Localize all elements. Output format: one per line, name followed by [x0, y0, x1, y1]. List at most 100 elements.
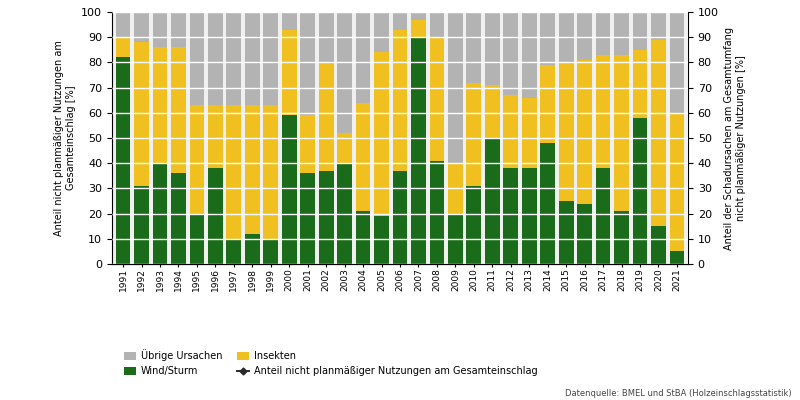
Bar — [558, 12, 574, 62]
Bar — [338, 163, 352, 264]
Bar — [374, 12, 389, 52]
Bar — [245, 234, 260, 264]
Bar — [448, 163, 462, 214]
Bar — [393, 171, 407, 264]
Bar — [190, 12, 204, 105]
Bar — [578, 204, 592, 264]
Bar — [393, 30, 407, 171]
Bar — [466, 82, 482, 186]
Bar — [356, 12, 370, 103]
Bar — [208, 12, 222, 40]
Bar — [282, 30, 297, 115]
Bar — [300, 115, 315, 173]
Bar — [282, 115, 297, 264]
Bar — [558, 62, 574, 201]
Bar — [651, 226, 666, 264]
Bar — [153, 163, 167, 264]
Bar — [448, 12, 462, 163]
Bar — [670, 113, 684, 251]
Bar — [153, 47, 167, 163]
Bar — [171, 173, 186, 264]
Bar — [522, 168, 537, 264]
Bar — [134, 42, 149, 186]
Bar — [522, 98, 537, 168]
Bar — [670, 12, 684, 113]
Bar — [208, 105, 222, 168]
Bar — [226, 105, 242, 239]
Bar — [651, 40, 666, 226]
Bar — [558, 201, 574, 264]
Bar — [153, 12, 167, 47]
Bar — [318, 171, 334, 264]
Bar — [503, 168, 518, 264]
Bar — [411, 12, 426, 20]
Bar — [263, 12, 278, 105]
Bar — [596, 168, 610, 264]
Bar — [356, 211, 370, 264]
Bar — [318, 12, 334, 62]
Bar — [485, 12, 500, 85]
Bar — [578, 40, 592, 60]
Bar — [356, 103, 370, 211]
Bar — [116, 57, 130, 264]
Bar — [338, 12, 352, 37]
Bar — [633, 118, 647, 264]
Bar — [134, 186, 149, 264]
Bar — [116, 25, 130, 37]
Bar — [374, 216, 389, 264]
Bar — [430, 12, 444, 37]
Y-axis label: Anteil der Schadursachen am Gesamtumfang
nicht planmäßiger Nutzungen [%]: Anteil der Schadursachen am Gesamtumfang… — [724, 26, 746, 250]
Bar — [633, 50, 647, 118]
Bar — [614, 55, 629, 211]
Bar — [485, 85, 500, 138]
Bar — [208, 168, 222, 264]
Bar — [134, 37, 149, 42]
Bar — [578, 12, 592, 40]
Bar — [540, 12, 555, 65]
Bar — [430, 161, 444, 264]
Bar — [448, 214, 462, 264]
Bar — [596, 12, 610, 55]
Text: Datenquelle: BMEL und StBA (Holzeinschlagsstatistik): Datenquelle: BMEL und StBA (Holzeinschla… — [566, 389, 792, 398]
Bar — [300, 12, 315, 115]
Bar — [614, 12, 629, 55]
Bar — [485, 138, 500, 264]
Bar — [116, 37, 130, 57]
Bar — [190, 105, 204, 214]
Bar — [116, 12, 130, 25]
Bar — [338, 133, 352, 163]
Bar — [503, 95, 518, 168]
Legend: Übrige Ursachen, Wind/Sturm, Insekten, Anteil nicht planmäßiger Nutzungen am Ges: Übrige Ursachen, Wind/Sturm, Insekten, A… — [125, 350, 538, 376]
Bar — [338, 37, 352, 133]
Bar — [263, 239, 278, 264]
Bar — [374, 52, 389, 216]
Bar — [503, 12, 518, 95]
Bar — [134, 12, 149, 37]
Bar — [190, 214, 204, 264]
Bar — [318, 62, 334, 171]
Bar — [282, 27, 297, 30]
Bar — [171, 47, 186, 173]
Bar — [300, 173, 315, 264]
Bar — [430, 37, 444, 161]
Bar — [578, 60, 592, 204]
Bar — [245, 12, 260, 105]
Bar — [522, 12, 537, 98]
Bar — [245, 105, 260, 234]
Bar — [411, 20, 426, 37]
Bar — [614, 211, 629, 264]
Bar — [393, 12, 407, 30]
Bar — [540, 143, 555, 264]
Bar — [466, 12, 482, 82]
Bar — [651, 12, 666, 40]
Bar — [208, 40, 222, 105]
Bar — [596, 55, 610, 168]
Bar — [633, 12, 647, 50]
Bar — [540, 65, 555, 143]
Y-axis label: Anteil nicht planmäßiger Nutzungen am
Gesamteinschlag [%]: Anteil nicht planmäßiger Nutzungen am Ge… — [54, 40, 76, 236]
Bar — [282, 12, 297, 27]
Bar — [411, 37, 426, 264]
Bar — [226, 239, 242, 264]
Bar — [263, 105, 278, 239]
Bar — [226, 12, 242, 105]
